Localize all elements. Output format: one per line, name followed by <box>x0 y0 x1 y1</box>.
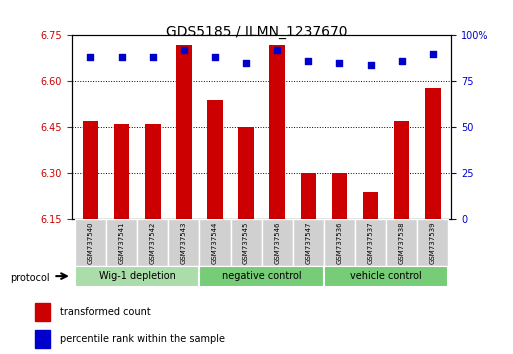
Text: GSM737539: GSM737539 <box>430 221 436 264</box>
Text: vehicle control: vehicle control <box>350 271 422 281</box>
Bar <box>331 173 347 219</box>
Point <box>149 55 157 60</box>
Text: GSM737540: GSM737540 <box>88 221 93 264</box>
Text: GSM737547: GSM737547 <box>305 221 311 264</box>
Text: GSM737544: GSM737544 <box>212 221 218 264</box>
Bar <box>35 330 50 348</box>
FancyBboxPatch shape <box>106 219 137 266</box>
Text: GSM737543: GSM737543 <box>181 221 187 264</box>
Text: GSM737546: GSM737546 <box>274 221 280 264</box>
Text: GSM737537: GSM737537 <box>367 221 373 264</box>
Bar <box>145 124 161 219</box>
Bar <box>301 173 316 219</box>
FancyBboxPatch shape <box>75 219 106 266</box>
Text: GSM737538: GSM737538 <box>399 221 405 264</box>
Point <box>366 62 374 68</box>
Point <box>429 51 437 57</box>
Text: transformed count: transformed count <box>60 307 150 317</box>
Point <box>273 47 281 53</box>
FancyBboxPatch shape <box>324 219 355 266</box>
Bar <box>35 303 50 321</box>
Text: negative control: negative control <box>222 271 302 281</box>
FancyBboxPatch shape <box>200 219 230 266</box>
Bar <box>83 121 98 219</box>
Bar <box>176 45 192 219</box>
Point <box>336 60 344 66</box>
Text: percentile rank within the sample: percentile rank within the sample <box>60 334 225 344</box>
Text: GSM737542: GSM737542 <box>150 221 156 264</box>
Text: Wig-1 depletion: Wig-1 depletion <box>98 271 175 281</box>
FancyBboxPatch shape <box>168 219 200 266</box>
FancyBboxPatch shape <box>324 266 448 287</box>
Point <box>304 58 312 64</box>
FancyBboxPatch shape <box>386 219 417 266</box>
Text: protocol: protocol <box>10 273 50 283</box>
Bar <box>394 121 409 219</box>
FancyBboxPatch shape <box>262 219 293 266</box>
FancyBboxPatch shape <box>355 219 386 266</box>
FancyBboxPatch shape <box>417 219 448 266</box>
Bar <box>207 100 223 219</box>
Bar <box>425 87 441 219</box>
FancyBboxPatch shape <box>137 219 168 266</box>
Bar <box>269 45 285 219</box>
FancyBboxPatch shape <box>230 219 262 266</box>
Point <box>211 55 219 60</box>
Point <box>117 55 126 60</box>
FancyBboxPatch shape <box>293 219 324 266</box>
Bar <box>363 192 378 219</box>
Text: GDS5185 / ILMN_1237670: GDS5185 / ILMN_1237670 <box>166 25 347 39</box>
FancyBboxPatch shape <box>200 266 324 287</box>
Text: GSM737545: GSM737545 <box>243 221 249 264</box>
Bar <box>239 127 254 219</box>
Point <box>398 58 406 64</box>
Point <box>242 60 250 66</box>
Text: GSM737536: GSM737536 <box>337 221 342 264</box>
Point <box>180 47 188 53</box>
Point <box>86 55 94 60</box>
Bar <box>114 124 129 219</box>
Text: GSM737541: GSM737541 <box>119 221 125 264</box>
FancyBboxPatch shape <box>75 266 200 287</box>
